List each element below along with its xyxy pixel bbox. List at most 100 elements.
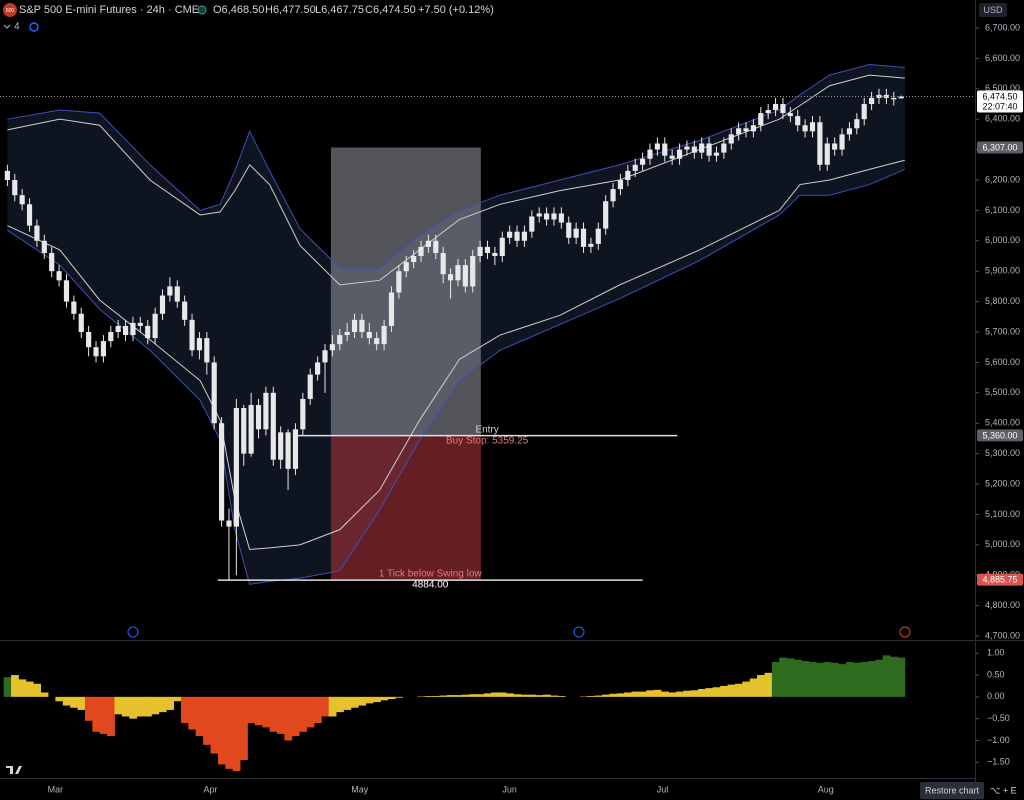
event-marker[interactable]	[127, 626, 139, 638]
oscillator-bar	[11, 675, 19, 697]
oscillator-bar	[439, 695, 448, 697]
oscillator-bar	[890, 656, 898, 697]
oscillator-bar	[860, 661, 869, 697]
oscillator-bar	[3, 677, 12, 697]
symbol-title[interactable]: S&P 500 E-mini Futures · 24h · CME	[19, 4, 199, 16]
candle-body	[381, 325, 387, 345]
oscillator-bar	[84, 696, 93, 721]
market-status[interactable]	[197, 5, 207, 15]
oscillator-bar	[786, 658, 795, 697]
y-tick-label: 5,900.00	[985, 266, 1020, 276]
indicator-count[interactable]: 4	[14, 22, 20, 33]
candle-body	[610, 189, 616, 202]
oscillator-bar	[867, 661, 876, 697]
candle-body	[219, 423, 225, 521]
oscillator-bar	[853, 662, 861, 697]
ohlc-low: L6,467.75	[315, 4, 364, 16]
settings-icon[interactable]	[29, 22, 39, 32]
y-tick-label: 5,600.00	[985, 357, 1020, 367]
price-label-box	[977, 573, 1023, 586]
candle-body	[824, 143, 830, 165]
candle-body	[374, 338, 380, 345]
oscillator-bar	[469, 694, 477, 697]
y-tick-label: 0.50	[987, 669, 1005, 679]
oscillator-bar	[535, 695, 544, 697]
candle-body	[573, 228, 579, 238]
event-marker[interactable]	[573, 626, 585, 638]
y-tick-label: 6,200.00	[985, 174, 1020, 184]
line-label: 4884.00	[412, 580, 449, 591]
candle-body	[174, 286, 180, 302]
band-line	[7, 159, 905, 550]
oscillator-bar	[794, 659, 802, 697]
price-label: 6,307.00	[982, 142, 1017, 152]
oscillator-bar	[25, 681, 34, 697]
candle-body	[167, 286, 173, 296]
y-tick-label: 5,700.00	[985, 326, 1020, 336]
y-tick-label: 5,500.00	[985, 387, 1020, 397]
oscillator-bar	[601, 694, 610, 697]
symbol-logo[interactable]	[3, 3, 17, 17]
oscillator-bar	[121, 696, 130, 717]
oscillator-bar	[845, 661, 854, 697]
oscillator-bar	[173, 696, 182, 702]
oscillator-bar	[476, 694, 485, 697]
currency[interactable]: USD	[983, 5, 1003, 15]
y-tick-label: 6,000.00	[985, 235, 1020, 245]
candle-body	[455, 265, 461, 281]
oscillator-bar	[638, 691, 647, 697]
candle-body	[41, 240, 47, 253]
oscillator-bar	[550, 695, 559, 697]
oscillator-bar	[424, 695, 433, 697]
candle-body	[654, 143, 660, 150]
oscillator-bar	[734, 683, 743, 697]
event-marker[interactable]	[899, 626, 911, 638]
candle-body	[743, 128, 749, 132]
candle-body	[595, 228, 601, 244]
candle-body	[706, 143, 712, 156]
candle-body	[241, 408, 247, 454]
collapse-icon[interactable]	[3, 24, 11, 29]
y-tick-label: −0.50	[987, 713, 1010, 723]
candle-body	[869, 97, 875, 104]
candle-body	[122, 325, 129, 336]
candle-body	[772, 103, 779, 111]
oscillator-bar	[897, 657, 906, 697]
candle-body	[130, 322, 136, 336]
candle-body	[802, 125, 808, 132]
oscillator-bar	[129, 696, 138, 719]
restore-button[interactable]	[920, 782, 984, 799]
profit-zone	[330, 147, 481, 436]
y-tick-label: 1.00	[987, 648, 1005, 658]
candle-body	[189, 319, 195, 351]
candle-body	[588, 243, 594, 247]
oscillator-pane	[3, 655, 906, 772]
oscillator-bar	[62, 696, 71, 706]
candle-body	[12, 179, 18, 196]
candle-body	[544, 213, 550, 220]
oscillator-bar	[720, 685, 728, 697]
oscillator-bar	[395, 696, 403, 698]
oscillator-bar	[247, 696, 256, 724]
currency-box[interactable]	[979, 3, 1007, 17]
candle-body	[580, 228, 587, 247]
x-tick-label: May	[351, 784, 369, 794]
oscillator-bar	[18, 679, 27, 697]
candle-body	[100, 341, 106, 357]
candle-body	[721, 143, 727, 153]
tv-logo[interactable]	[6, 766, 22, 774]
candle-body	[307, 374, 313, 399]
oscillator-bar	[528, 694, 536, 697]
x-tick-label: Mar	[48, 784, 64, 794]
candle-body	[182, 301, 188, 320]
restore-label[interactable]: Restore chart	[925, 785, 980, 795]
candle-body	[93, 347, 99, 357]
oscillator-bar	[33, 683, 42, 697]
logo-text: 500	[6, 8, 15, 14]
y-tick-label: 5,800.00	[985, 296, 1020, 306]
oscillator-bar	[240, 696, 248, 761]
candle-body	[551, 213, 557, 220]
candle-body	[115, 325, 121, 333]
candle-body	[226, 520, 232, 527]
